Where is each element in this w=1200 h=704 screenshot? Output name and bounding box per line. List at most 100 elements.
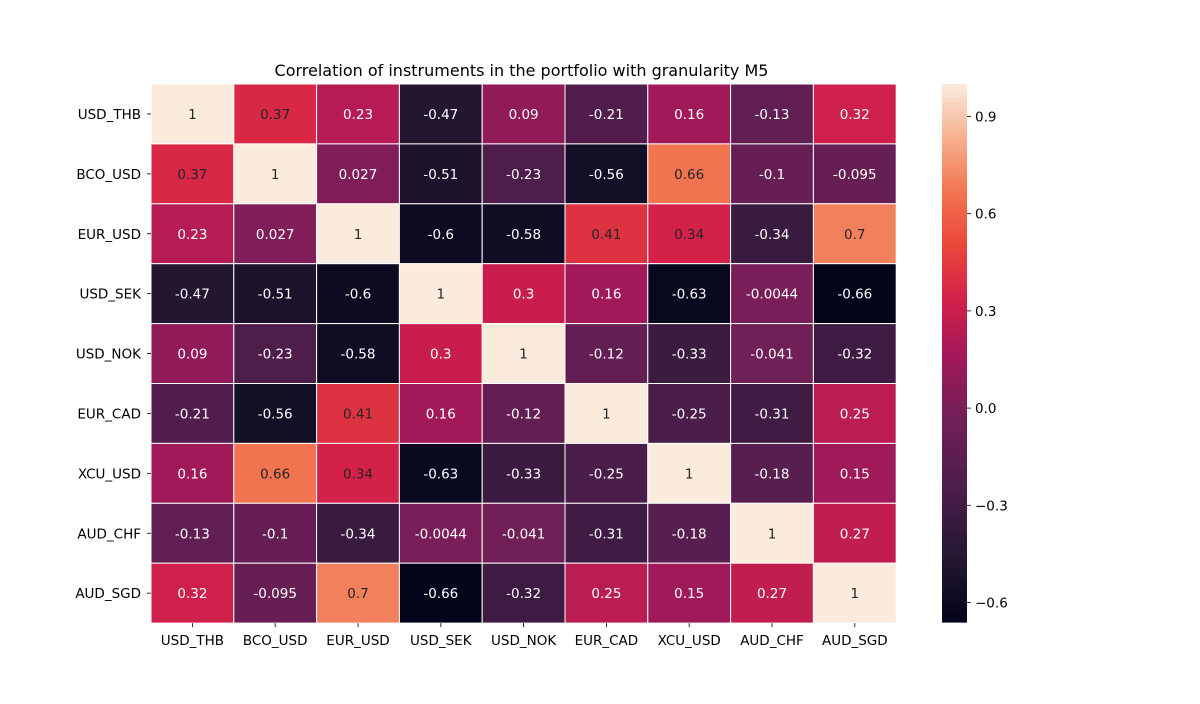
colorbar-segment	[942, 604, 967, 610]
heatmap-cell	[812, 562, 897, 624]
heatmap-cell-label: 1	[768, 526, 777, 542]
colorbar-segment	[942, 164, 967, 170]
heatmap-cell-label: -0.31	[589, 526, 624, 542]
heatmap-cell	[481, 203, 566, 265]
colorbar-segment	[942, 272, 967, 278]
colorbar-segment	[942, 110, 967, 116]
column-label: BCO_USD	[243, 633, 308, 649]
colorbar-segment	[942, 303, 967, 309]
colorbar-segment	[942, 146, 967, 152]
colorbar-segment	[942, 222, 967, 229]
colorbar-segment	[942, 137, 967, 143]
heatmap-cell	[564, 323, 649, 385]
heatmap-cell-label: -0.12	[589, 347, 624, 363]
heatmap-cell-label: 1	[519, 347, 528, 363]
heatmap-cell	[150, 383, 235, 444]
heatmap-cell	[150, 263, 235, 325]
colorbar-segment	[942, 353, 967, 359]
colorbar-segment	[942, 317, 967, 323]
heatmap-cell-label: 1	[685, 466, 694, 482]
heatmap-cells: 1 0.37 0.23 -0.47 0.09 -0.21 0.16 -0.13 0.32 0.37…	[150, 83, 897, 624]
heatmap-cell	[647, 323, 732, 385]
colorbar-segment	[942, 393, 967, 399]
row-label: EUR_CAD	[77, 406, 141, 422]
colorbar-segment	[942, 536, 967, 542]
colorbar-segment	[942, 491, 967, 498]
heatmap-cell	[647, 502, 732, 564]
row-label: BCO_USD	[76, 167, 141, 183]
colorbar-segment	[942, 456, 967, 462]
column-label: AUD_SGD	[822, 633, 888, 649]
row-label: XCU_USD	[78, 466, 141, 482]
heatmap-cell	[564, 83, 649, 145]
colorbar-segment	[942, 187, 967, 193]
colorbar-segment	[942, 559, 967, 565]
heatmap-cell	[233, 203, 318, 265]
colorbar-tick-label: 0.0	[975, 401, 996, 417]
heatmap-cell-label: 0.16	[591, 287, 621, 303]
colorbar-segment	[942, 532, 967, 538]
row-label: AUD_SGD	[75, 586, 141, 602]
colorbar-segment	[942, 92, 967, 99]
colorbar-segment	[942, 169, 967, 175]
heatmap-cell-label: -0.34	[755, 227, 790, 243]
colorbar-segment	[942, 133, 967, 139]
colorbar-segment	[942, 326, 967, 332]
colorbar-segment	[942, 240, 967, 246]
colorbar-segment	[942, 433, 967, 439]
heatmap-cell	[398, 203, 483, 265]
heatmap-cell-label: 1	[188, 107, 197, 123]
heatmap-cell-label: -0.56	[589, 167, 624, 183]
colorbar-segment	[942, 613, 967, 619]
heatmap-cell-label: 0.16	[674, 107, 704, 123]
colorbar-segment	[942, 397, 967, 403]
heatmap-cell-label: 0.37	[260, 107, 290, 123]
column-label: USD_NOK	[491, 633, 557, 649]
heatmap-cell-label: -0.56	[258, 406, 293, 422]
colorbar-segment	[942, 541, 967, 547]
column-label: USD_SEK	[410, 633, 473, 649]
colorbar-segment	[942, 209, 967, 215]
heatmap-cell	[398, 562, 483, 624]
colorbar-tick-label: −0.6	[975, 596, 1008, 612]
colorbar-segment	[942, 505, 967, 511]
colorbar-segment	[942, 290, 967, 296]
colorbar-segment	[942, 550, 967, 556]
heatmap-cell	[316, 83, 400, 145]
colorbar-tick-label: 0.9	[975, 109, 996, 125]
heatmap-cell	[812, 263, 897, 325]
colorbar-segment	[942, 478, 967, 484]
column-label: XCU_USD	[658, 633, 721, 649]
heatmap-cell	[398, 502, 483, 564]
colorbar-segment	[942, 451, 967, 457]
heatmap-cell	[150, 442, 235, 504]
heatmap-cell-label: -0.1	[262, 526, 288, 542]
colorbar-segment	[942, 344, 967, 350]
colorbar-segment	[942, 97, 967, 103]
heatmap-cell-label: -0.18	[672, 526, 707, 542]
heatmap-cell	[647, 143, 732, 205]
colorbar-segment	[942, 124, 967, 130]
colorbar-segment	[942, 545, 967, 551]
column-labels: USD_THB BCO_USD EUR_USD USD_SEK USD_NOK EUR_C…	[161, 623, 888, 649]
colorbar-segment	[942, 527, 967, 533]
colorbar-segment	[942, 281, 967, 287]
heatmap-cell	[233, 83, 318, 145]
colorbar-segment	[942, 375, 967, 381]
colorbar-segment	[942, 214, 967, 220]
colorbar-segment	[942, 196, 967, 202]
heatmap-cell-label: -0.33	[506, 466, 541, 482]
heatmap-cell	[481, 143, 566, 205]
heatmap-cell-label: 0.27	[757, 586, 787, 602]
chart-title: Correlation of instruments in the portfo…	[275, 61, 769, 80]
heatmap-cell	[398, 83, 483, 145]
colorbar-segment	[942, 595, 967, 601]
heatmap-cell-label: -0.47	[423, 107, 458, 123]
heatmap-cell	[812, 502, 897, 564]
heatmap-cell-label: 0.32	[177, 586, 207, 602]
heatmap-cell-label: -0.1	[759, 167, 785, 183]
heatmap-cell	[481, 383, 566, 444]
heatmap-cell-label: -0.13	[755, 107, 790, 123]
colorbar-segment	[942, 361, 967, 368]
